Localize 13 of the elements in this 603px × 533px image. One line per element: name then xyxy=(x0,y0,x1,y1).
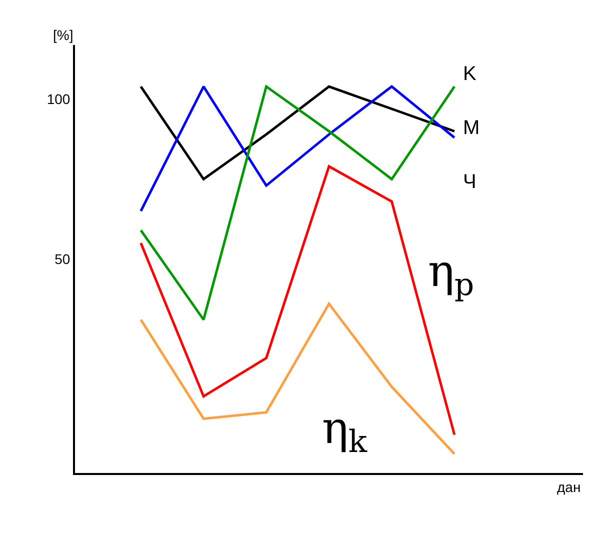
annotation: M xyxy=(463,117,480,139)
line-series xyxy=(140,302,456,456)
y-tick-label: 100 xyxy=(46,91,70,108)
line-series xyxy=(140,85,456,321)
annotation: K xyxy=(463,63,477,85)
text: дан xyxy=(557,479,581,495)
series-label: η$_{p}$ xyxy=(428,246,474,304)
y-axis-title: [%] xyxy=(53,27,74,43)
line-series xyxy=(140,85,456,212)
y-tick-label: 50 xyxy=(54,250,70,267)
annotation: Ч xyxy=(463,171,476,193)
line-series xyxy=(140,85,456,180)
series-label: η$_{k}$ xyxy=(322,403,368,460)
